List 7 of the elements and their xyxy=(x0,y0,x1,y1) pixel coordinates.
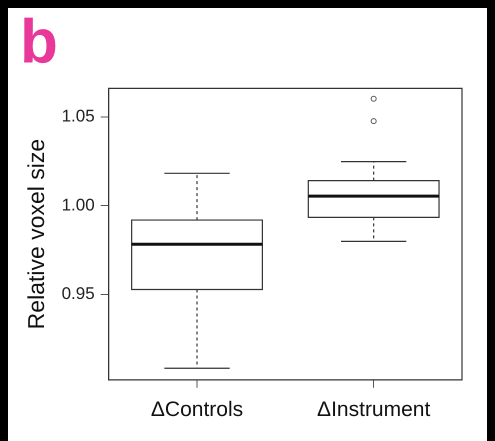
x-tick-label: ΔInstrument xyxy=(317,398,430,422)
chart-title: b xyxy=(20,7,58,76)
y-tick-label: 0.95 xyxy=(62,284,95,304)
y-axis-title: Relative voxel size xyxy=(23,138,50,330)
y-tick-label: 1.05 xyxy=(62,106,95,126)
y-tick-label: 1.00 xyxy=(62,195,95,214)
x-tick-label: ΔControls xyxy=(150,398,244,422)
